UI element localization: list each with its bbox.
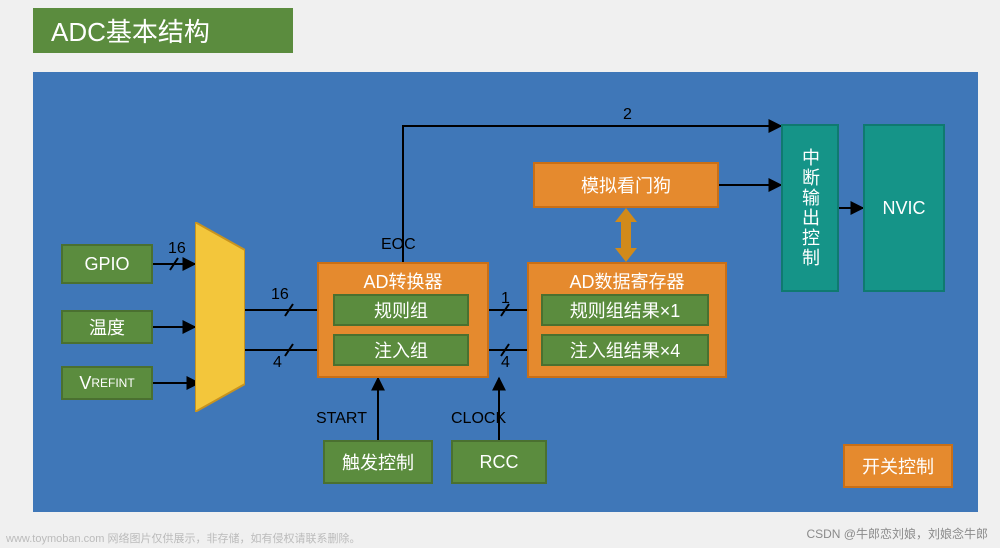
label-sixteen-1: 16 — [168, 240, 186, 258]
watermark-bottom-right: CSDN @牛郎恋刘娘，刘娘念牛郎 — [806, 525, 988, 542]
watermark-bottom-left: www.toymoban.com 网络图片仅供展示，非存储，如有侵权请联系删除。 — [6, 530, 360, 546]
node-analog-watchdog: 模拟看门狗 — [533, 162, 719, 208]
group-ad-converter-title: AD转换器 — [319, 268, 487, 294]
node-rule-group: 规则组 — [333, 294, 469, 326]
node-rule-result: 规则组结果×1 — [541, 294, 709, 326]
node-rcc: RCC — [451, 440, 547, 484]
node-nvic: NVIC — [863, 124, 945, 292]
mux-block — [195, 222, 245, 412]
label-one: 1 — [501, 290, 510, 308]
diagram-canvas: AD转换器 AD数据寄存器 GPIO 温度 VREFINT 触发控制 RCC 模… — [33, 72, 978, 512]
node-gpio: GPIO — [61, 244, 153, 284]
node-vrefint: VREFINT — [61, 366, 153, 400]
node-switch-control: 开关控制 — [843, 444, 953, 488]
label-four-1: 4 — [273, 354, 282, 372]
node-inject-result: 注入组结果×4 — [541, 334, 709, 366]
group-ad-register-title: AD数据寄存器 — [529, 268, 725, 294]
node-trigger-control: 触发控制 — [323, 440, 433, 484]
page-title: ADC基本结构 — [33, 8, 293, 53]
label-eoc: EOC — [381, 236, 416, 254]
label-sixteen-2: 16 — [271, 286, 289, 304]
node-interrupt-output-control: 中断输出控制 — [781, 124, 839, 292]
node-temperature: 温度 — [61, 310, 153, 344]
page-title-text: ADC基本结构 — [51, 12, 210, 49]
label-four-2: 4 — [501, 354, 510, 372]
label-two: 2 — [623, 106, 632, 124]
double-arrow-watchdog-register — [615, 208, 637, 262]
label-clock: CLOCK — [451, 410, 506, 428]
label-start: START — [316, 410, 367, 428]
node-inject-group: 注入组 — [333, 334, 469, 366]
